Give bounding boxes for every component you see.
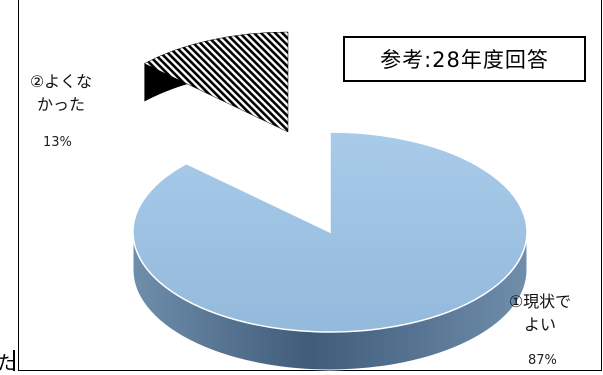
- slice-label-bad-line1: ②よくな: [29, 72, 93, 91]
- slice-label-good-line2: よい: [523, 315, 556, 334]
- slice-label-good-line1: ①現状で: [508, 292, 572, 311]
- cropped-line: [13, 350, 15, 371]
- slice-percent-bad: 13%: [43, 135, 72, 150]
- cropped-text: た: [0, 352, 17, 374]
- pie-slice-bad: [143, 31, 289, 133]
- reference-note: 参考:28年度回答: [343, 36, 586, 82]
- pie-slice-good: [132, 131, 528, 333]
- slice-label-bad: ②よくな かった: [18, 70, 104, 116]
- slice-percent-good: 87%: [528, 353, 557, 368]
- slice-label-bad-line2: かった: [36, 95, 85, 114]
- slice-label-good: ①現状で よい: [497, 290, 583, 336]
